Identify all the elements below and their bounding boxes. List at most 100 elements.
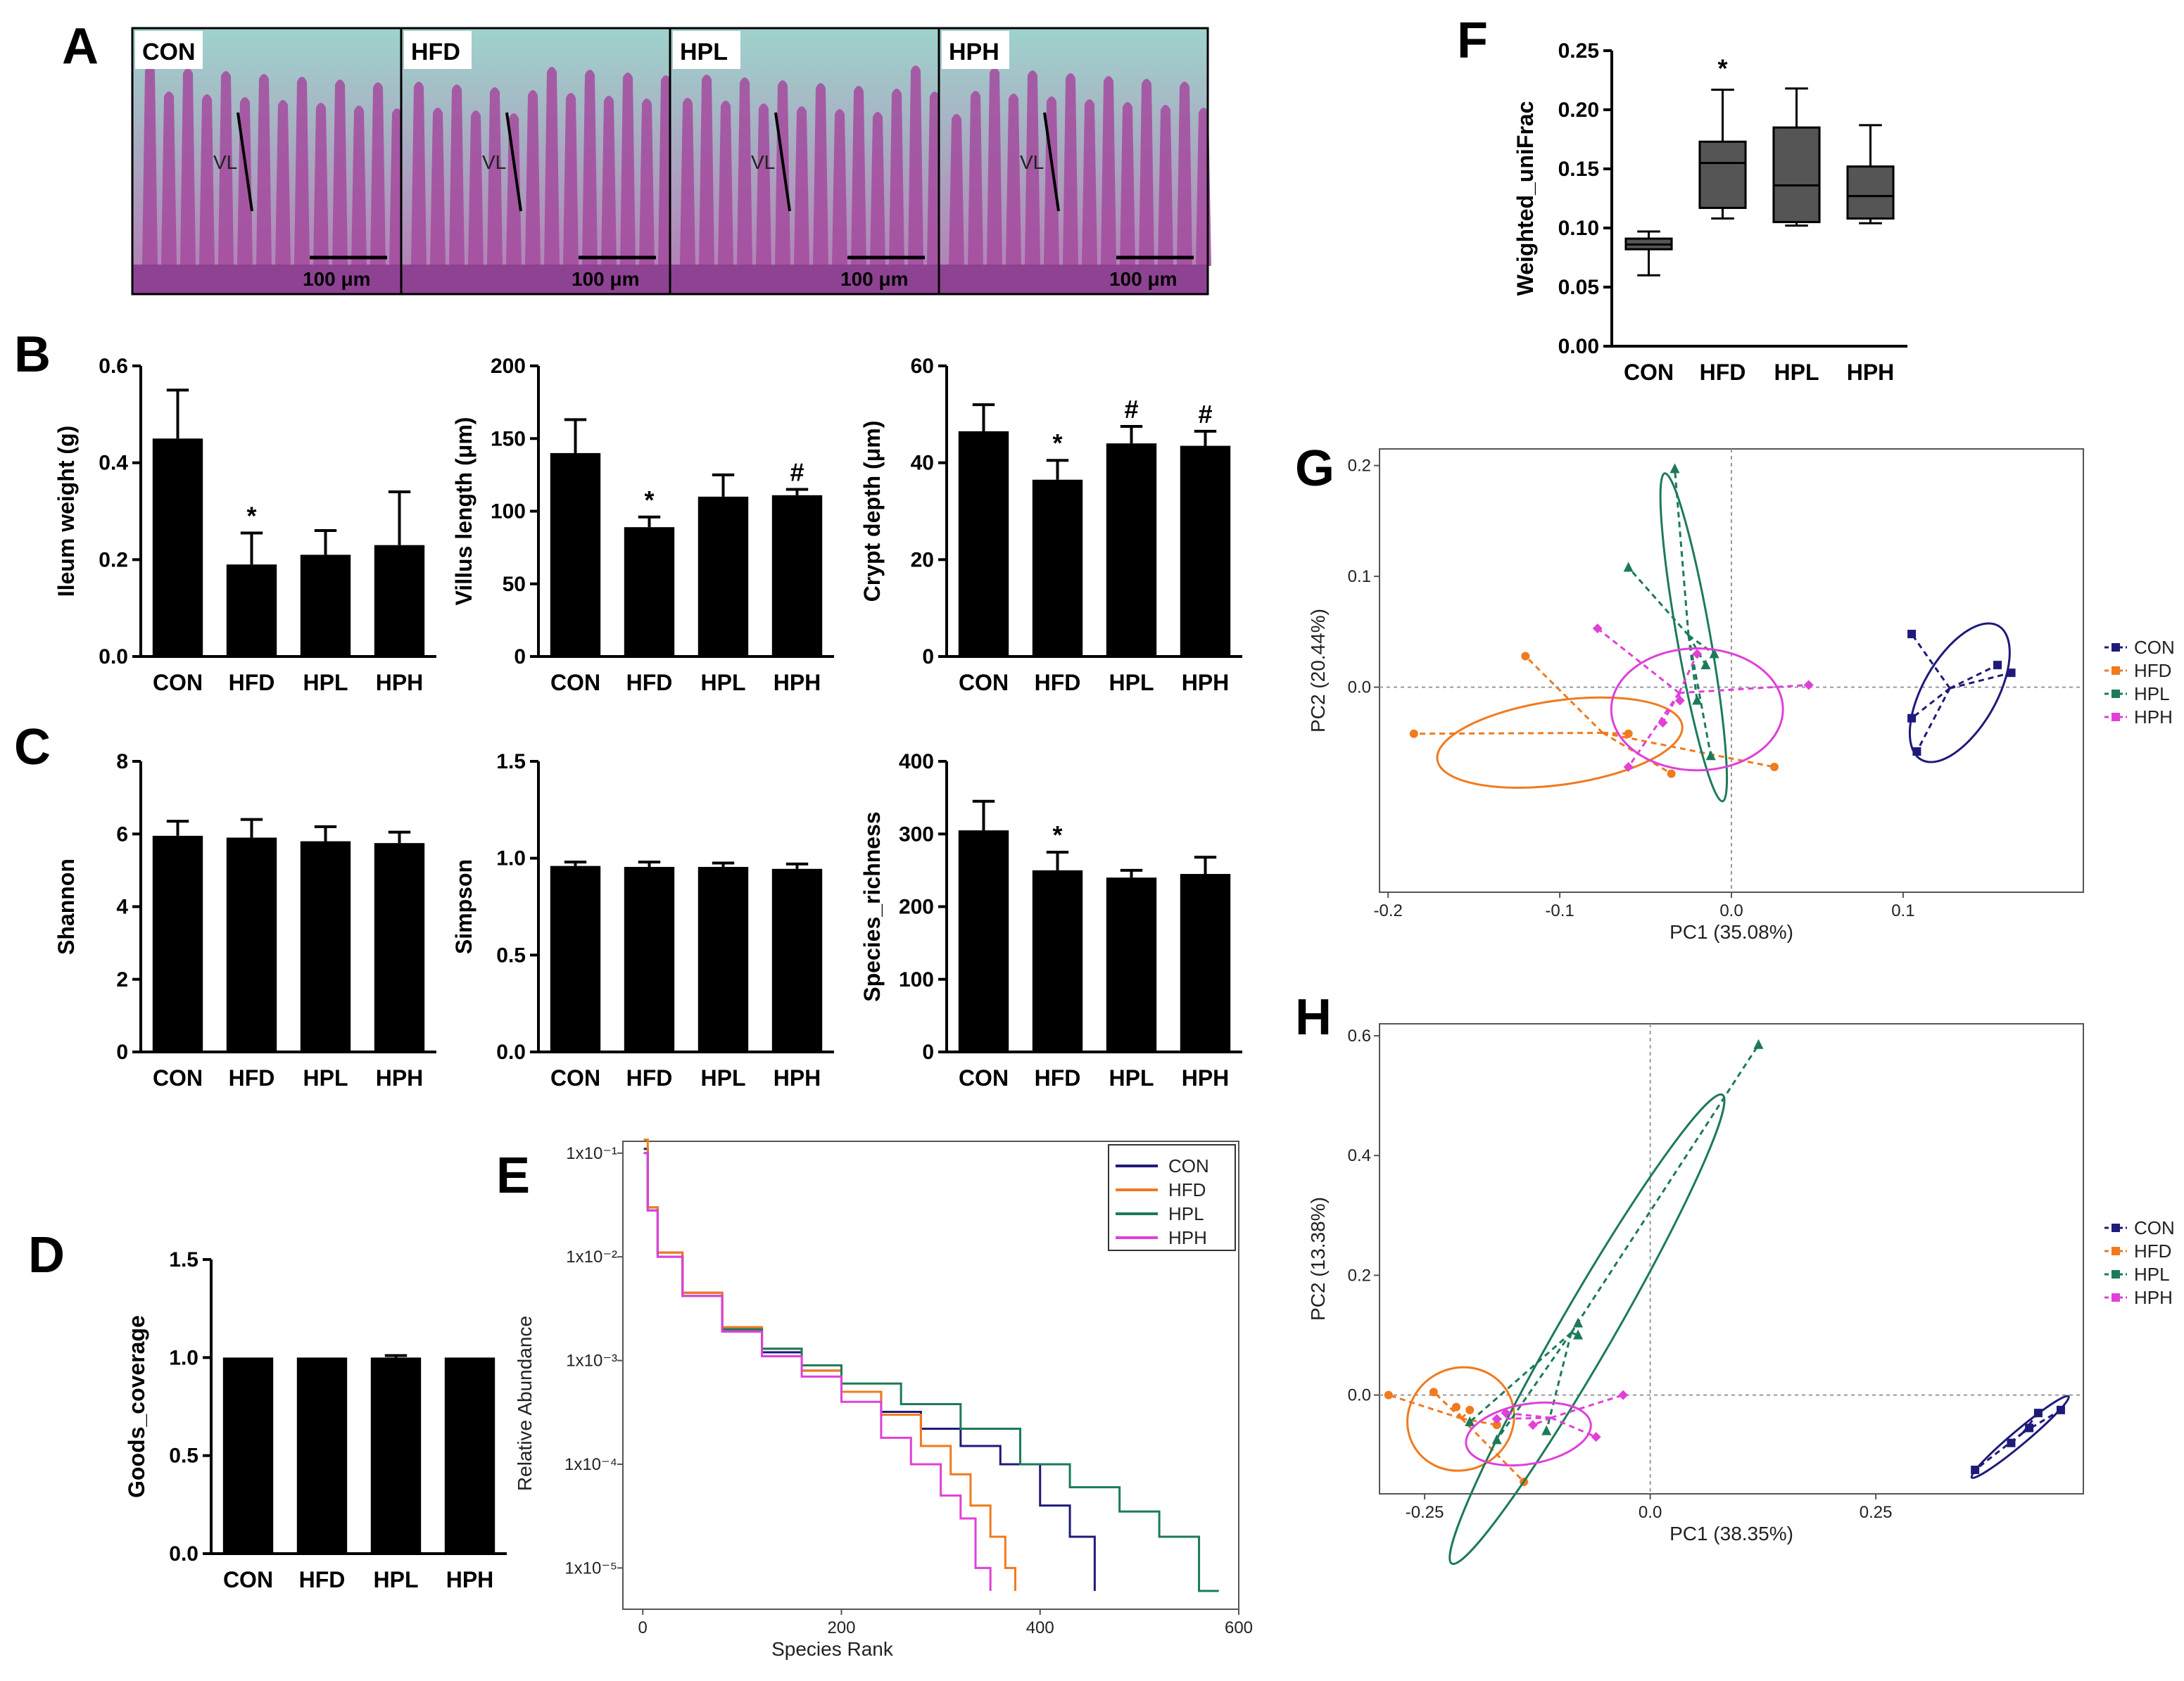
crypt-layer bbox=[939, 265, 1208, 294]
spider-line bbox=[1570, 1322, 1579, 1333]
y-tick-label: 0.4 bbox=[99, 452, 128, 475]
bar-hpl bbox=[1106, 443, 1157, 656]
spider-line bbox=[1570, 1331, 1579, 1336]
data-point bbox=[1667, 769, 1676, 778]
y-tick-label: 0.0 bbox=[99, 645, 128, 668]
panel-label-a: A bbox=[62, 18, 99, 75]
scale-label: 100 μm bbox=[1109, 268, 1178, 290]
panel-label-c: C bbox=[14, 719, 51, 775]
y-axis-label: Species_richness bbox=[859, 811, 885, 1001]
bar-hph bbox=[771, 495, 823, 656]
data-point bbox=[1592, 623, 1603, 634]
category-label: CON bbox=[153, 670, 203, 695]
data-point bbox=[1669, 463, 1680, 474]
bar-hph bbox=[1180, 874, 1231, 1052]
histology-panels: CON 100 μm VL HFD 100 μm VL HPL 100 μm VL HPH 100 … bbox=[131, 27, 1211, 296]
spider-line bbox=[1916, 687, 1951, 752]
bar-chart-b1: 0.0 0.2 0.4 0.6 CON HFD * HPL HPH Ileum weight (g… bbox=[53, 355, 436, 695]
villus-shape bbox=[1063, 73, 1078, 266]
confidence-ellipse bbox=[1448, 1093, 1726, 1566]
spider-line bbox=[2022, 1409, 2062, 1434]
villus-length-line bbox=[1043, 112, 1060, 212]
y-tick-label: 2 bbox=[116, 968, 128, 991]
villus-length-line bbox=[774, 112, 791, 212]
series-hpl bbox=[1623, 463, 1729, 803]
confidence-ellipse bbox=[1970, 1395, 2070, 1479]
villus-length-label: VL bbox=[482, 151, 506, 173]
y-axis-label: Goods_coverage bbox=[124, 1315, 149, 1498]
data-point bbox=[2007, 1438, 2016, 1447]
scale-label: 100 μm bbox=[840, 268, 909, 290]
y-tick-label: 0 bbox=[922, 1041, 934, 1064]
y-tick-label: 0.0 bbox=[1348, 678, 1371, 697]
villus-length-label: VL bbox=[1020, 151, 1044, 173]
bar-con bbox=[152, 438, 203, 656]
bar-hfd bbox=[1032, 870, 1083, 1052]
bar-hpl bbox=[300, 841, 351, 1052]
confidence-ellipse bbox=[1908, 622, 2011, 763]
y-tick-label: 0.5 bbox=[169, 1445, 198, 1468]
data-point bbox=[1907, 630, 1917, 639]
bar-con bbox=[550, 865, 601, 1052]
category-label: HPH bbox=[1182, 1065, 1230, 1091]
category-label: HPL bbox=[701, 1065, 746, 1091]
legend-marker bbox=[2112, 666, 2120, 675]
y-tick-label: 0.25 bbox=[1558, 39, 1599, 63]
category-label: HPH bbox=[376, 1065, 424, 1091]
category-label: HFD bbox=[1700, 360, 1746, 385]
histology-panel-hpl: HPL 100 μm VL bbox=[669, 27, 942, 296]
y-tick-label: 1x10⁻⁴ bbox=[564, 1455, 617, 1474]
significance-mark: # bbox=[1198, 400, 1212, 429]
villus-shape bbox=[582, 70, 598, 266]
crypt-layer bbox=[670, 265, 939, 294]
line-chart-e: 1x10⁻¹ 1x10⁻² 1x10⁻³ 1x10⁻⁴ 1x10⁻⁵ 0 200 400 600… bbox=[514, 1138, 1253, 1660]
bar-hfd bbox=[624, 867, 675, 1052]
x-axis-label: PC1 (35.08%) bbox=[1669, 921, 1793, 943]
data-point bbox=[1705, 750, 1716, 761]
spider-line bbox=[1388, 1394, 1462, 1420]
spider-line bbox=[1687, 635, 1712, 756]
category-label: HPL bbox=[701, 670, 746, 695]
data-point bbox=[1451, 1402, 1460, 1412]
villus-shape bbox=[411, 82, 427, 266]
category-label: CON bbox=[550, 1065, 600, 1091]
panel-label-e: E bbox=[496, 1148, 530, 1204]
y-axis-label: Relative Abundance bbox=[514, 1316, 536, 1491]
y-tick-label: 0.2 bbox=[1348, 457, 1371, 476]
data-point bbox=[1709, 648, 1719, 659]
data-point bbox=[1692, 694, 1703, 705]
villus-shape bbox=[908, 65, 923, 266]
spider-line bbox=[1911, 687, 1951, 719]
bar-con bbox=[222, 1357, 274, 1554]
category-label: HPL bbox=[1774, 360, 1819, 385]
data-point bbox=[1465, 1416, 1475, 1426]
panel-label-g: G bbox=[1295, 440, 1334, 497]
y-tick-label: 200 bbox=[491, 355, 526, 378]
histology-label: HFD bbox=[411, 39, 460, 65]
category-label: HFD bbox=[299, 1567, 346, 1592]
y-axis-label: Simpson bbox=[451, 859, 476, 954]
bar-hph bbox=[444, 1357, 495, 1554]
legend-label: HFD bbox=[2134, 660, 2171, 681]
x-tick-label: 200 bbox=[827, 1618, 855, 1637]
bar-hpl bbox=[370, 1357, 422, 1554]
villus-shape bbox=[370, 82, 386, 266]
crypt-layer bbox=[401, 265, 670, 294]
y-tick-label: 1x10⁻² bbox=[566, 1248, 617, 1267]
significance-mark: * bbox=[1052, 820, 1062, 849]
bar-hfd bbox=[226, 564, 277, 656]
bar-hph bbox=[1180, 445, 1231, 656]
y-tick-label: 0.15 bbox=[1558, 158, 1599, 181]
villus-shape bbox=[889, 89, 904, 266]
spider-line bbox=[1602, 732, 1775, 768]
villus-shape bbox=[1025, 70, 1040, 266]
spider-line bbox=[1627, 692, 1680, 768]
label-box bbox=[404, 31, 472, 69]
villus-shape bbox=[525, 90, 541, 266]
y-tick-label: 1x10⁻³ bbox=[566, 1352, 617, 1371]
category-label: CON bbox=[550, 670, 600, 695]
data-point bbox=[1623, 762, 1634, 773]
panel-border bbox=[938, 27, 1209, 296]
